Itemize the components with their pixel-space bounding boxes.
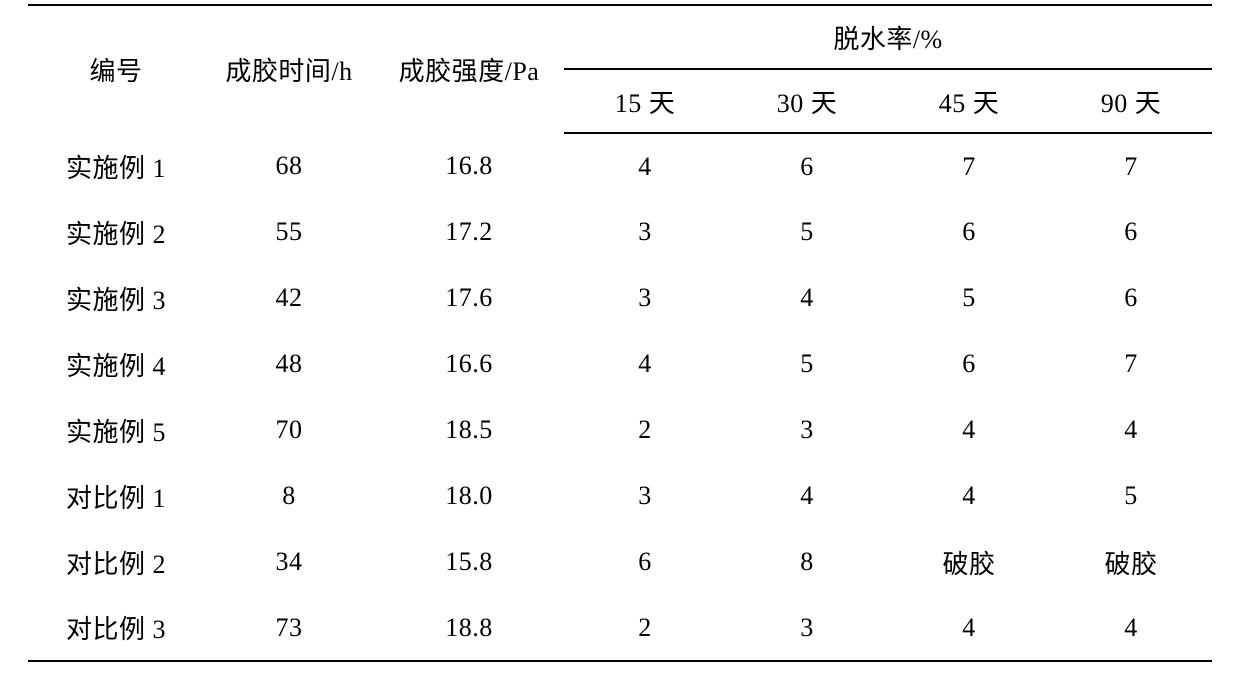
- cell-id: 对比例 1: [28, 463, 204, 529]
- cell-d45: 4: [888, 397, 1050, 463]
- cell-gel-strength: 17.6: [374, 265, 564, 331]
- table-header: 编号 成胶时间/h 成胶强度/Pa 脱水率/% 15 天 30 天 45 天 9…: [28, 5, 1212, 133]
- cell-d30: 4: [726, 463, 888, 529]
- table-row: 实施例 4 48 16.6 4 5 6 7: [28, 331, 1212, 397]
- cell-gel-time: 55: [204, 199, 374, 265]
- cell-d45: 4: [888, 595, 1050, 661]
- table-row: 实施例 5 70 18.5 2 3 4 4: [28, 397, 1212, 463]
- cell-d15: 3: [564, 265, 726, 331]
- table-row: 对比例 1 8 18.0 3 4 4 5: [28, 463, 1212, 529]
- col-header-period-1: 30 天: [726, 69, 888, 133]
- cell-d30: 6: [726, 133, 888, 199]
- cell-d30: 3: [726, 397, 888, 463]
- cell-id: 对比例 2: [28, 529, 204, 595]
- col-header-period-0: 15 天: [564, 69, 726, 133]
- col-header-id: 编号: [28, 5, 204, 133]
- cell-gel-strength: 16.8: [374, 133, 564, 199]
- table-row: 实施例 2 55 17.2 3 5 6 6: [28, 199, 1212, 265]
- cell-gel-time: 73: [204, 595, 374, 661]
- cell-gel-strength: 17.2: [374, 199, 564, 265]
- cell-d45: 6: [888, 199, 1050, 265]
- table-body: 实施例 1 68 16.8 4 6 7 7 实施例 2 55 17.2 3 5 …: [28, 133, 1212, 661]
- cell-id: 实施例 3: [28, 265, 204, 331]
- cell-gel-strength: 18.5: [374, 397, 564, 463]
- cell-d15: 2: [564, 397, 726, 463]
- cell-d90: 5: [1050, 463, 1212, 529]
- cell-d45: 6: [888, 331, 1050, 397]
- data-table: 编号 成胶时间/h 成胶强度/Pa 脱水率/% 15 天 30 天 45 天 9…: [28, 4, 1212, 662]
- cell-d15: 4: [564, 133, 726, 199]
- cell-id: 实施例 4: [28, 331, 204, 397]
- cell-d90: 4: [1050, 595, 1212, 661]
- cell-gel-strength: 15.8: [374, 529, 564, 595]
- cell-d90: 6: [1050, 265, 1212, 331]
- cell-d45: 4: [888, 463, 1050, 529]
- cell-d30: 5: [726, 199, 888, 265]
- cell-d45: 破胶: [888, 529, 1050, 595]
- cell-d30: 3: [726, 595, 888, 661]
- col-header-dehydration-group: 脱水率/%: [564, 5, 1212, 69]
- cell-gel-time: 8: [204, 463, 374, 529]
- cell-id: 实施例 2: [28, 199, 204, 265]
- cell-d15: 2: [564, 595, 726, 661]
- cell-id: 对比例 3: [28, 595, 204, 661]
- col-header-period-3: 90 天: [1050, 69, 1212, 133]
- table-container: 编号 成胶时间/h 成胶强度/Pa 脱水率/% 15 天 30 天 45 天 9…: [0, 0, 1239, 662]
- cell-gel-strength: 18.8: [374, 595, 564, 661]
- cell-id: 实施例 5: [28, 397, 204, 463]
- cell-d45: 5: [888, 265, 1050, 331]
- cell-gel-time: 34: [204, 529, 374, 595]
- cell-gel-time: 48: [204, 331, 374, 397]
- cell-gel-time: 68: [204, 133, 374, 199]
- table-row: 实施例 1 68 16.8 4 6 7 7: [28, 133, 1212, 199]
- cell-d30: 4: [726, 265, 888, 331]
- cell-gel-strength: 18.0: [374, 463, 564, 529]
- col-header-gel-strength: 成胶强度/Pa: [374, 5, 564, 133]
- cell-gel-time: 42: [204, 265, 374, 331]
- cell-d90: 6: [1050, 199, 1212, 265]
- cell-gel-strength: 16.6: [374, 331, 564, 397]
- cell-d15: 6: [564, 529, 726, 595]
- table-row: 对比例 3 73 18.8 2 3 4 4: [28, 595, 1212, 661]
- col-header-period-2: 45 天: [888, 69, 1050, 133]
- cell-d90: 7: [1050, 133, 1212, 199]
- cell-d15: 4: [564, 331, 726, 397]
- col-header-gel-time: 成胶时间/h: [204, 5, 374, 133]
- cell-d30: 8: [726, 529, 888, 595]
- cell-d90: 4: [1050, 397, 1212, 463]
- cell-d15: 3: [564, 463, 726, 529]
- cell-id: 实施例 1: [28, 133, 204, 199]
- cell-d90: 破胶: [1050, 529, 1212, 595]
- cell-d45: 7: [888, 133, 1050, 199]
- table-row: 对比例 2 34 15.8 6 8 破胶 破胶: [28, 529, 1212, 595]
- cell-d30: 5: [726, 331, 888, 397]
- table-row: 实施例 3 42 17.6 3 4 5 6: [28, 265, 1212, 331]
- cell-d90: 7: [1050, 331, 1212, 397]
- cell-d15: 3: [564, 199, 726, 265]
- cell-gel-time: 70: [204, 397, 374, 463]
